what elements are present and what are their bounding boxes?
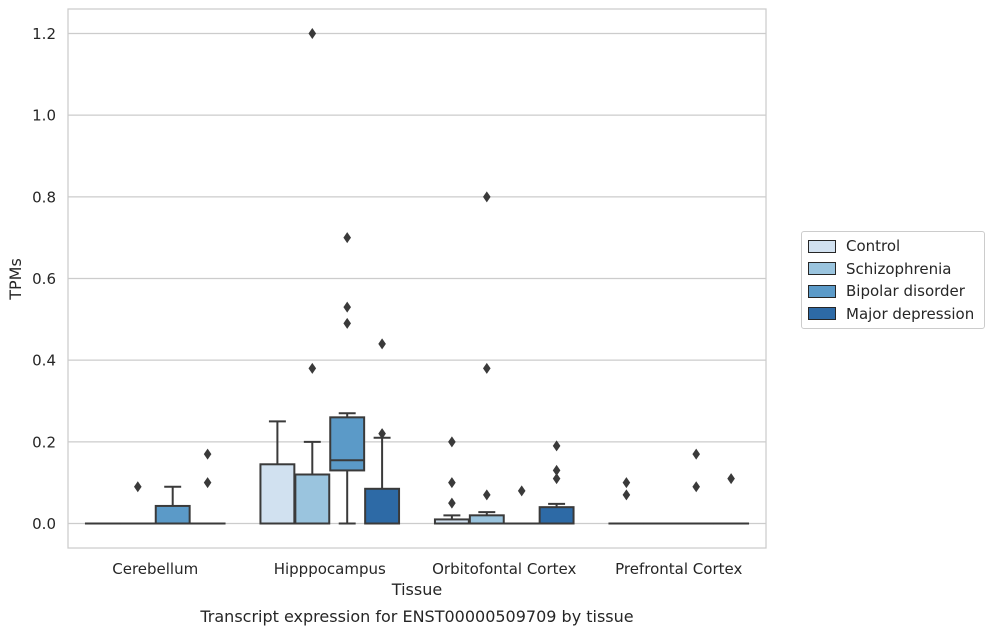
- outlier-point: [343, 302, 351, 313]
- y-tick-label: 0.4: [32, 352, 56, 370]
- outliers: [134, 28, 735, 509]
- legend-swatch: [808, 307, 836, 320]
- y-tick-label: 1.2: [32, 25, 56, 43]
- y-tick-labels: 0.0 0.2 0.4 0.6 0.8 1.0 1.2: [32, 25, 56, 533]
- gridlines: [68, 34, 766, 524]
- outlier-point: [204, 477, 212, 488]
- legend: Control Schizophrenia Bipolar disorder M…: [801, 231, 985, 329]
- box-body: [365, 489, 399, 524]
- outlier-point: [134, 481, 142, 492]
- outlier-point: [518, 485, 526, 496]
- legend-swatch: [808, 240, 836, 253]
- legend-item: Bipolar disorder: [802, 280, 984, 303]
- box-major-depression: [365, 438, 399, 524]
- outlier-point: [448, 498, 456, 509]
- legend-swatch: [808, 285, 836, 298]
- legend-label: Schizophrenia: [846, 260, 951, 278]
- outlier-point: [483, 363, 491, 374]
- outlier-point: [448, 436, 456, 447]
- outlier-point: [623, 489, 631, 500]
- y-tick-label: 0.0: [32, 515, 56, 533]
- box-control: [260, 421, 294, 523]
- box-body: [260, 464, 294, 523]
- outlier-point: [483, 489, 491, 500]
- legend-label: Control: [846, 237, 900, 255]
- legend-label: Bipolar disorder: [846, 282, 965, 300]
- x-tick-label: Hipppocampus: [274, 560, 386, 578]
- x-tick-label: Orbitofontal Cortex: [432, 560, 576, 578]
- box-body: [156, 506, 190, 524]
- box-bipolar-disorder: [330, 413, 364, 523]
- y-tick-label: 1.0: [32, 107, 56, 125]
- outlier-point: [553, 473, 561, 484]
- legend-swatch: [808, 262, 836, 275]
- box-body: [470, 515, 504, 523]
- y-tick-label: 0.8: [32, 188, 56, 206]
- outlier-point: [692, 481, 700, 492]
- outlier-point: [623, 477, 631, 488]
- box-body: [295, 475, 329, 524]
- outlier-point: [343, 318, 351, 329]
- box-body: [330, 417, 364, 470]
- box-major-depression: [540, 504, 574, 524]
- outlier-point: [378, 338, 386, 349]
- legend-item: Control: [802, 235, 984, 258]
- chart-title: Transcript expression for ENST0000050970…: [199, 607, 633, 626]
- box-schizophrenia: [470, 512, 504, 523]
- x-tick-label: Prefrontal Cortex: [615, 560, 742, 578]
- outlier-point: [448, 477, 456, 488]
- outlier-point: [204, 449, 212, 460]
- x-tick-label: Cerebellum: [112, 560, 198, 578]
- outlier-point: [692, 449, 700, 460]
- outlier-point: [343, 232, 351, 243]
- boxes: [86, 413, 748, 523]
- legend-label: Major depression: [846, 305, 974, 323]
- x-axis-label: Tissue: [391, 580, 442, 599]
- box-bipolar-disorder: [156, 487, 190, 524]
- y-tick-label: 0.2: [32, 433, 56, 451]
- outlier-point: [309, 28, 317, 39]
- box-schizophrenia: [295, 442, 329, 524]
- legend-item: Major depression: [802, 303, 984, 326]
- box-control: [435, 515, 469, 523]
- y-axis-label: TPMs: [6, 258, 25, 301]
- box-body: [540, 507, 574, 523]
- outlier-point: [309, 363, 317, 374]
- outlier-point: [727, 473, 735, 484]
- legend-item: Schizophrenia: [802, 258, 984, 281]
- x-tick-labels: Cerebellum Hipppocampus Orbitofontal Corte…: [112, 560, 742, 578]
- y-tick-label: 0.6: [32, 270, 56, 288]
- outlier-point: [483, 191, 491, 202]
